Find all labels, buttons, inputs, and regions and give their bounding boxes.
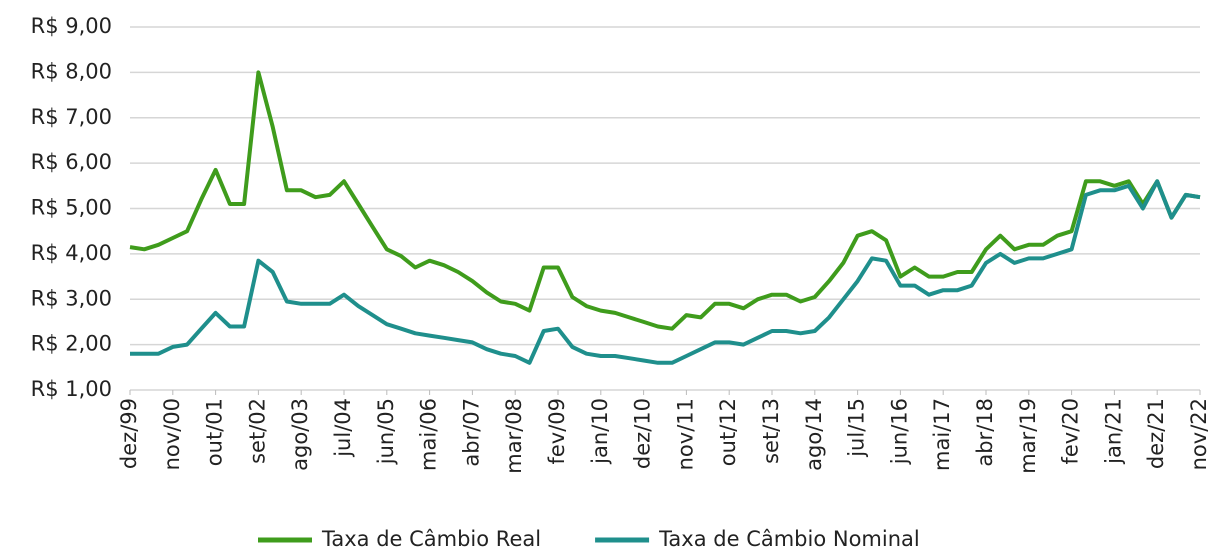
x-tick-label: jun/16	[887, 398, 911, 465]
x-tick-label: nov/00	[160, 398, 184, 470]
y-tick-label: R$ 8,00	[31, 59, 112, 83]
x-tick-label: mai/06	[417, 398, 441, 471]
x-tick-label: nov/22	[1187, 398, 1211, 470]
x-tick-label: nov/11	[673, 398, 697, 470]
y-tick-label: R$ 2,00	[31, 332, 112, 356]
legend-label: Taxa de Câmbio Nominal	[658, 527, 920, 551]
x-tick-label: set/02	[245, 398, 269, 464]
x-tick-label: abr/18	[973, 398, 997, 467]
series-line	[129, 70, 1201, 331]
x-tick-label: set/13	[759, 398, 783, 464]
x-tick-label: mar/08	[502, 398, 526, 474]
y-tick-label: R$ 6,00	[31, 150, 112, 174]
x-tick-label: dez/10	[631, 398, 655, 469]
y-tick-label: R$ 7,00	[31, 105, 112, 129]
series-line	[130, 179, 1201, 365]
x-tick-label: dez/21	[1144, 398, 1168, 469]
y-tick-label: R$ 1,00	[31, 377, 112, 401]
x-tick-label: ago/03	[288, 398, 312, 471]
x-tick-label: jul/15	[845, 398, 869, 458]
y-tick-label: R$ 5,00	[31, 196, 112, 220]
x-tick-label: mai/17	[930, 398, 954, 471]
x-tick-label: out/12	[716, 398, 740, 466]
y-tick-label: R$ 4,00	[31, 241, 112, 265]
legend-label: Taxa de Câmbio Real	[321, 527, 541, 551]
x-tick-label: jan/10	[588, 398, 612, 465]
x-tick-label: jun/05	[374, 398, 398, 465]
x-tick-label: fev/20	[1059, 398, 1083, 465]
x-tick-label: dez/99	[117, 398, 141, 469]
x-tick-label: mar/19	[1016, 398, 1040, 474]
x-tick-label: fev/09	[545, 398, 569, 465]
x-tick-label: ago/14	[802, 398, 826, 471]
x-tick-label: out/01	[203, 398, 227, 466]
y-tick-label: R$ 3,00	[31, 286, 112, 310]
y-tick-label: R$ 9,00	[31, 14, 112, 38]
x-tick-label: abr/07	[459, 398, 483, 467]
x-tick-label: jan/21	[1101, 398, 1125, 465]
x-tick-label: jul/04	[331, 398, 355, 458]
